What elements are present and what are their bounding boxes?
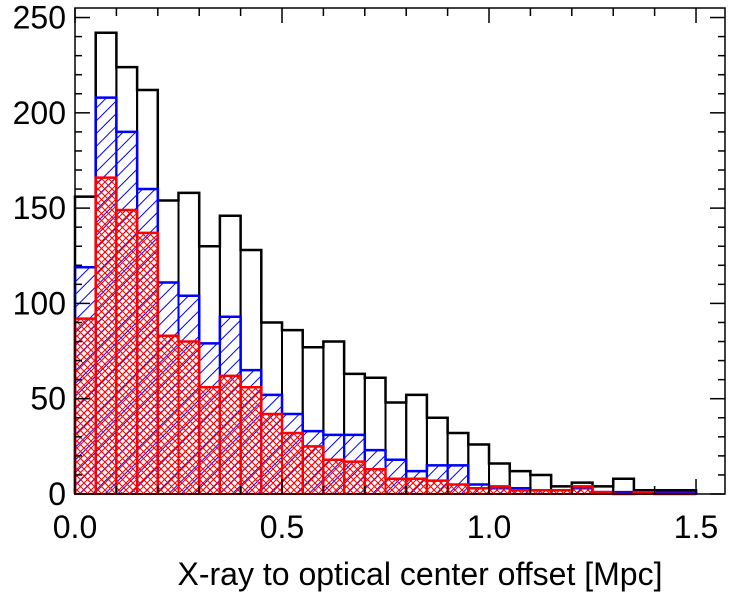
tick-layer: 0.0 0.5 1.0 1.5 0 50 100 150 200 250: [13, 0, 725, 545]
bar-red-2: [115, 209, 139, 495]
y-tick-label: 150: [13, 190, 66, 226]
bar-red-9: [260, 412, 284, 495]
y-tick-label: 250: [13, 0, 66, 36]
bar-red-1: [94, 176, 118, 495]
x-tick-label: 1.0: [467, 509, 511, 545]
bar-red-13: [343, 460, 366, 496]
bar-red-11: [301, 445, 325, 495]
x-tick-label: 0.5: [260, 509, 304, 545]
x-tick-label: 1.5: [674, 509, 718, 545]
bar-red-8: [239, 386, 263, 496]
bar-red-4: [156, 334, 180, 495]
outline-total: [73, 31, 698, 494]
y-tick-label: 0: [48, 476, 66, 512]
bar-red-10: [281, 432, 304, 496]
bar-red-3: [136, 231, 159, 496]
plot-frame: [74, 7, 726, 495]
y-tick-label: 50: [30, 381, 66, 417]
x-axis-title: X-ray to optical center offset [Mpc]: [178, 556, 663, 592]
series-layer: [73, 31, 698, 496]
y-tick-label: 100: [13, 285, 66, 321]
bar-red-17: [425, 479, 449, 495]
x-tick-label: 0.0: [53, 509, 97, 545]
bar-red-6: [198, 386, 221, 496]
bar-red-7: [218, 374, 242, 495]
bar-red-12: [322, 458, 346, 496]
bar-red-15: [384, 477, 408, 495]
bar-red-5: [177, 340, 201, 495]
bar-red-0: [74, 317, 97, 495]
bar-red-14: [363, 468, 387, 496]
y-tick-label: 200: [13, 95, 66, 131]
outline-red: [73, 176, 697, 496]
bar-red-16: [405, 477, 428, 495]
bar-red-18: [446, 483, 470, 495]
